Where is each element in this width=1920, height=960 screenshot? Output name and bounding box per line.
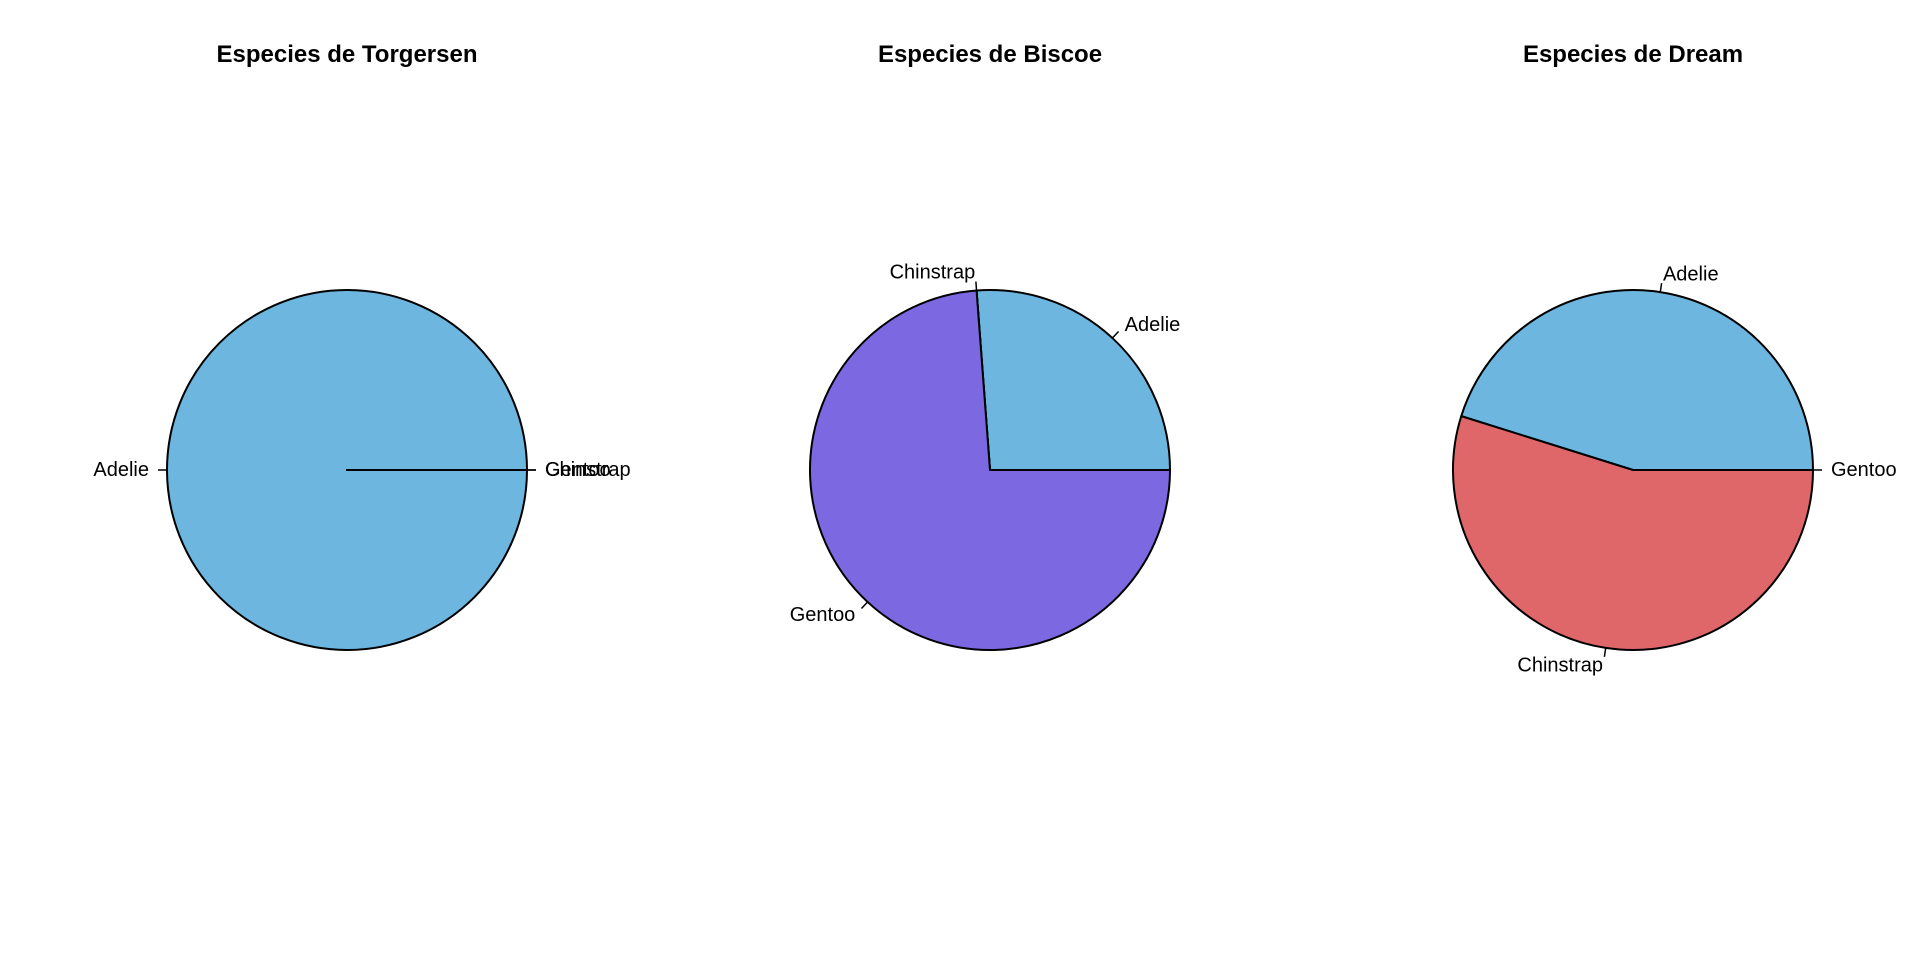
slice-label: Gentoo: [790, 604, 856, 626]
slice-label-tick: [1111, 330, 1120, 339]
slice-label-tick: [1659, 283, 1663, 293]
slice-label-tick: [1603, 647, 1607, 657]
pie-panel-dream: Especies de Dream Adelie Chinstrap Gentoo: [1452, 41, 1897, 677]
slice-label: Gentoo: [1831, 459, 1897, 481]
pie-panel-torgersen: Especies de Torgersen Adelie ChinstrapGen…: [93, 41, 631, 651]
slice-label: Chinstrap: [890, 262, 976, 284]
chart-title: Especies de Dream: [1523, 41, 1743, 68]
slice-label: Adelie: [1663, 263, 1719, 285]
pie-slice-chinstrap: [1452, 415, 1814, 651]
slice-label: Adelie: [93, 459, 149, 481]
slice-label: Gentoo: [545, 459, 611, 481]
slice-label: Chinstrap: [545, 459, 631, 481]
pie-slice-adelie: [975, 289, 1171, 471]
slice-label-tick: [975, 281, 978, 291]
chart-title: Especies de Biscoe: [878, 41, 1102, 68]
pie-slice-gentoo: [809, 289, 1171, 651]
slice-label: Adelie: [1125, 314, 1181, 336]
pie-panel-biscoe: Especies de Biscoe Adelie Chinstrap Gentoo: [790, 41, 1181, 651]
chart-title: Especies de Torgersen: [217, 41, 478, 68]
slice-label: Chinstrap: [1517, 655, 1603, 677]
slice-label-tick: [860, 601, 869, 610]
